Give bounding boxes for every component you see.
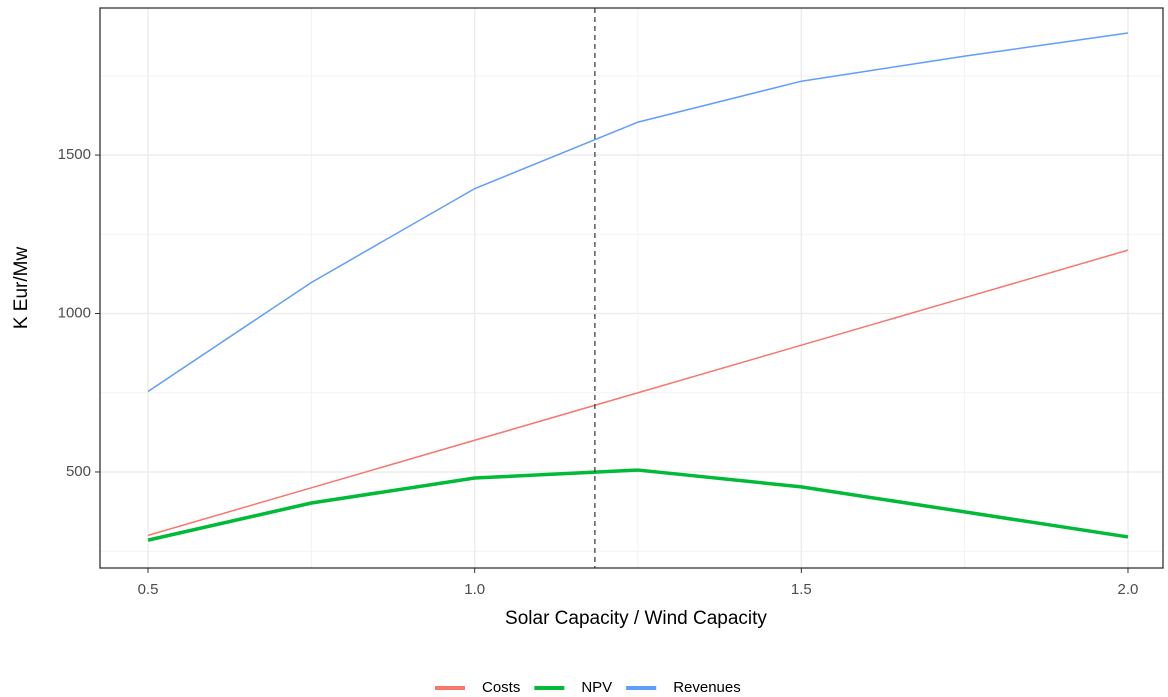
y-tick-label: 500: [66, 463, 91, 480]
series-line: [147, 32, 1129, 393]
legend-label: Costs: [482, 679, 520, 696]
series-line: [147, 249, 1129, 537]
legend-label: Revenues: [673, 679, 741, 696]
y-tick-label: 1500: [58, 146, 91, 163]
legend-label: NPV: [581, 679, 612, 696]
x-axis-title: Solar Capacity / Wind Capacity: [505, 608, 767, 629]
x-tick-label: 1.0: [464, 581, 485, 598]
x-tick-label: 1.5: [791, 581, 812, 598]
plot-border: [99, 7, 1164, 569]
y-axis-title: K Eur/Mw: [11, 247, 32, 330]
y-tick-label: 1000: [58, 304, 91, 321]
x-tick-label: 0.5: [138, 581, 159, 598]
series-line: [147, 468, 1129, 542]
x-tick-label: 2.0: [1118, 581, 1139, 598]
